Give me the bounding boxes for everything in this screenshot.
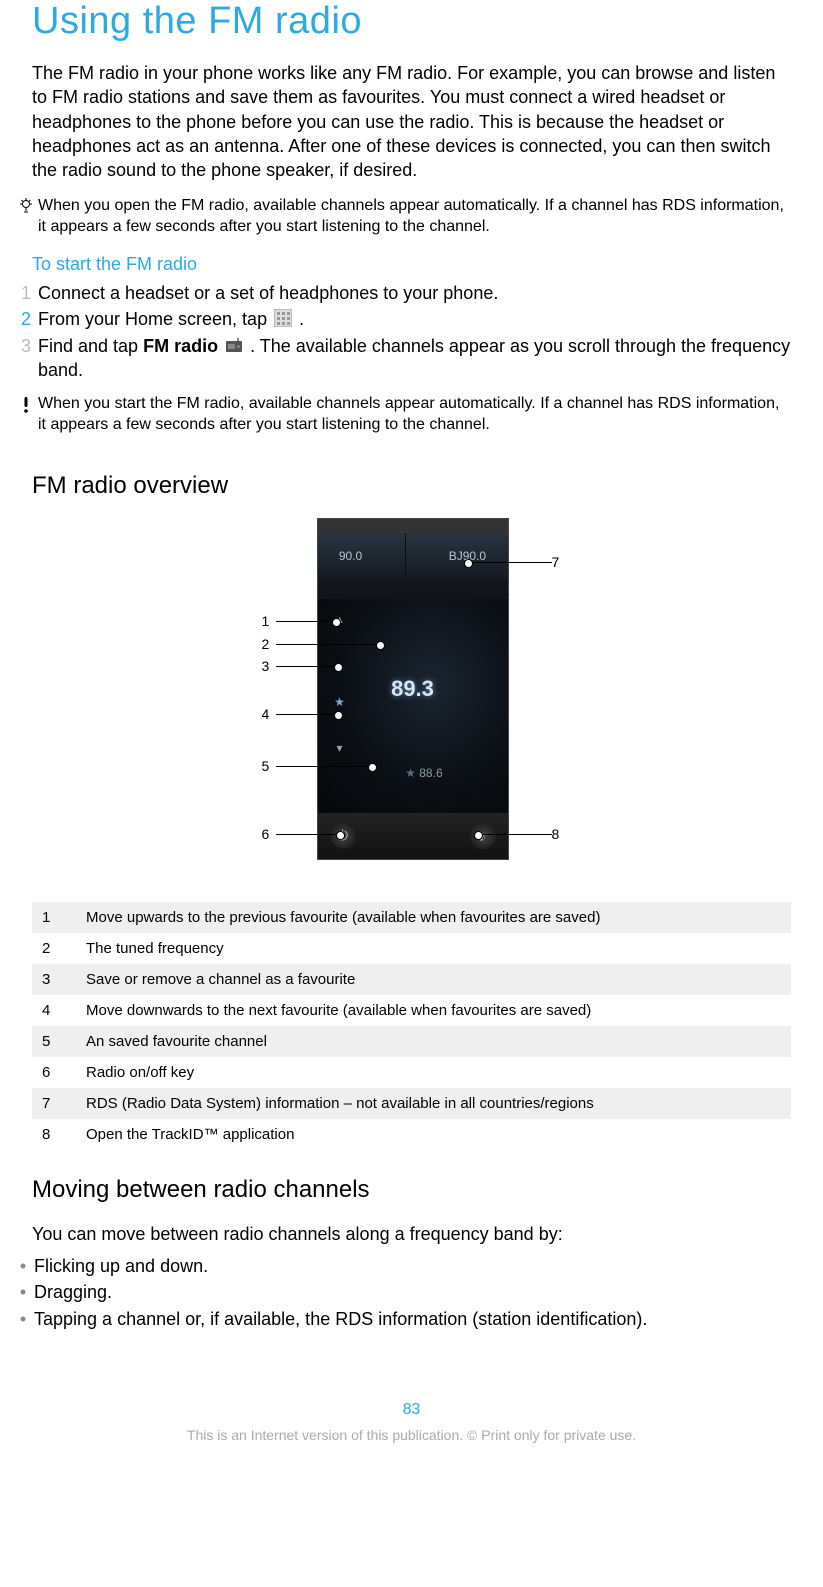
table-row: 4Move downwards to the next favourite (a… bbox=[32, 995, 791, 1026]
bullet-text: Dragging. bbox=[34, 1280, 112, 1304]
bullet-text: Flicking up and down. bbox=[34, 1254, 208, 1278]
callout-6: 6 bbox=[262, 826, 270, 842]
bullet-item: •Flicking up and down. bbox=[12, 1254, 791, 1278]
bullet-icon: • bbox=[12, 1280, 34, 1304]
table-row: 7RDS (Radio Data System) information – n… bbox=[32, 1088, 791, 1119]
phone-top-tabs: 90.0 BJ90.0 bbox=[318, 533, 508, 579]
table-row: 8Open the TrackID™ application bbox=[32, 1119, 791, 1150]
step-3-bold: FM radio bbox=[143, 336, 218, 356]
top-freq-label: 90.0 bbox=[339, 549, 362, 563]
chevron-down-icon: ▾ bbox=[332, 740, 348, 756]
tip-note-text: When you open the FM radio, available ch… bbox=[38, 196, 791, 238]
lightbulb-icon bbox=[14, 196, 38, 219]
bullet-icon: • bbox=[12, 1254, 34, 1278]
page-number: 83 bbox=[32, 1401, 791, 1419]
bullet-icon: • bbox=[12, 1307, 34, 1331]
page: Using the FM radio The FM radio in your … bbox=[0, 0, 823, 1463]
step-1: 1 Connect a headset or a set of headphon… bbox=[14, 281, 791, 305]
moving-intro: You can move between radio channels alon… bbox=[32, 1222, 791, 1246]
callout-7: 7 bbox=[552, 554, 560, 570]
exclamation-icon bbox=[14, 394, 38, 419]
tip-note: When you open the FM radio, available ch… bbox=[14, 196, 791, 238]
page-title: Using the FM radio bbox=[32, 0, 791, 43]
callout-1: 1 bbox=[262, 613, 270, 629]
callout-2: 2 bbox=[262, 636, 270, 652]
table-row: 1Move upwards to the previous favourite … bbox=[32, 902, 791, 933]
bullet-item: •Tapping a channel or, if available, the… bbox=[12, 1307, 791, 1331]
tuned-frequency: 89.3 bbox=[391, 676, 434, 702]
warning-note: When you start the FM radio, available c… bbox=[14, 394, 791, 436]
warning-note-text: When you start the FM radio, available c… bbox=[38, 394, 791, 436]
fm-radio-icon bbox=[225, 336, 243, 354]
step-2a: From your Home screen, tap bbox=[38, 309, 272, 329]
step-2b: . bbox=[294, 309, 304, 329]
page-footer: 83 This is an Internet version of this p… bbox=[32, 1401, 791, 1443]
table-row: 2The tuned frequency bbox=[32, 933, 791, 964]
callout-3: 3 bbox=[262, 658, 270, 674]
table-row: 5An saved favourite channel bbox=[32, 1026, 791, 1057]
step-3: 3 Find and tap FM radio . The available … bbox=[14, 334, 791, 383]
overview-heading: FM radio overview bbox=[32, 472, 791, 500]
legend-table: 1Move upwards to the previous favourite … bbox=[32, 902, 791, 1150]
footer-note: This is an Internet version of this publ… bbox=[32, 1427, 791, 1443]
step-3-text: Find and tap FM radio . The available ch… bbox=[38, 334, 791, 383]
bullet-text: Tapping a channel or, if available, the … bbox=[34, 1307, 647, 1331]
step-2-text: From your Home screen, tap . bbox=[38, 307, 791, 331]
intro-paragraph: The FM radio in your phone works like an… bbox=[32, 61, 791, 182]
bullet-item: •Dragging. bbox=[12, 1280, 791, 1304]
start-heading: To start the FM radio bbox=[32, 254, 791, 275]
step-number: 3 bbox=[14, 334, 38, 358]
callout-8: 8 bbox=[552, 826, 560, 842]
apps-grid-icon bbox=[274, 309, 292, 327]
table-row: 6Radio on/off key bbox=[32, 1057, 791, 1088]
moving-heading: Moving between radio channels bbox=[32, 1176, 791, 1204]
saved-channel-label: ★ 88.6 bbox=[405, 766, 442, 780]
step-2: 2 From your Home screen, tap . bbox=[14, 307, 791, 331]
callout-4: 4 bbox=[262, 706, 270, 722]
callout-5: 5 bbox=[262, 758, 270, 774]
fm-radio-diagram: 90.0 BJ90.0 ▴ 89.3 ★ ▾ ★ 88.6 ⏻ ♪ bbox=[32, 518, 791, 878]
step-1-text: Connect a headset or a set of headphones… bbox=[38, 281, 791, 305]
star-icon: ★ bbox=[332, 694, 348, 710]
phone-mockup: 90.0 BJ90.0 ▴ 89.3 ★ ▾ ★ 88.6 ⏻ ♪ bbox=[317, 518, 509, 860]
step-number: 1 bbox=[14, 281, 38, 305]
frequency-area: ▴ 89.3 ★ ▾ ★ 88.6 bbox=[318, 599, 508, 813]
table-row: 3Save or remove a channel as a favourite bbox=[32, 964, 791, 995]
step-3a: Find and tap bbox=[38, 336, 143, 356]
step-number: 2 bbox=[14, 307, 38, 331]
